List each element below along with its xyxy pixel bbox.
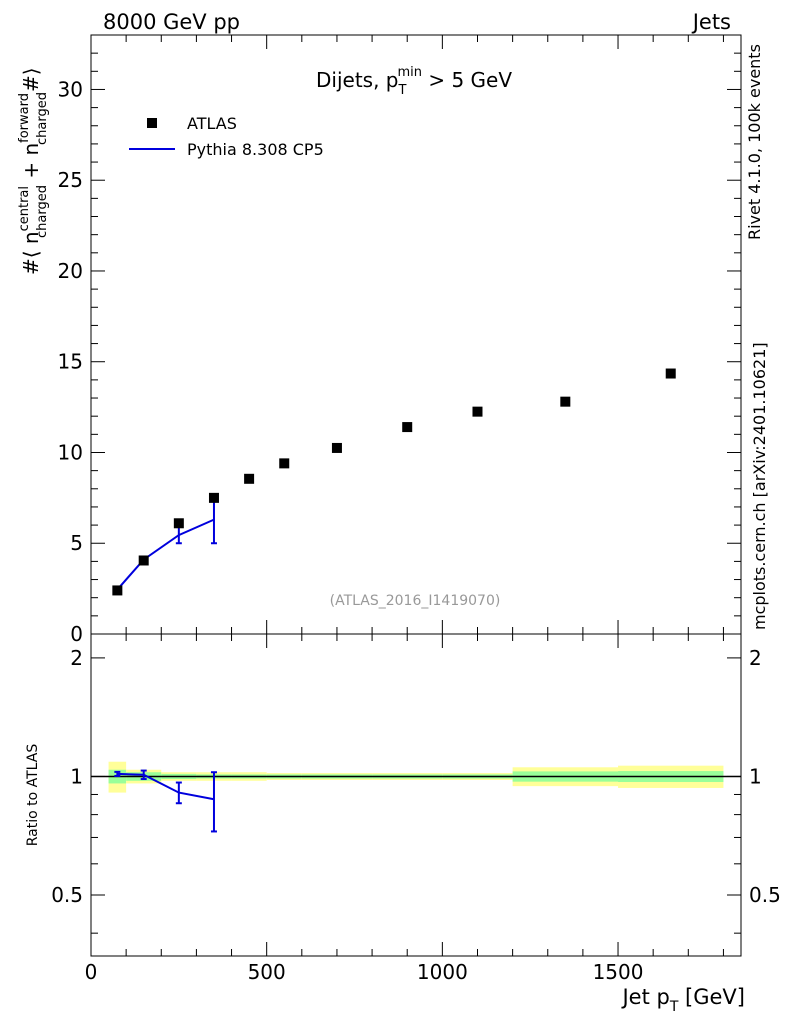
main-ytick-label: 10 <box>58 440 83 464</box>
header-right: Jets <box>691 10 731 34</box>
main-title: Dijets, pTmin > 5 GeV <box>316 65 512 98</box>
main-ytick-label: 30 <box>58 77 83 101</box>
data-point <box>112 585 123 596</box>
ratio-ytick-label: 0.5 <box>51 883 83 907</box>
data-point <box>402 422 413 433</box>
legend-label-atlas: ATLAS <box>187 114 237 133</box>
ratio-ytick-label: 1 <box>70 764 83 788</box>
data-point <box>173 518 184 529</box>
main-ytick-label: 5 <box>70 531 83 555</box>
ratio-xtick-label: 1500 <box>593 960 644 984</box>
ratio-ytick-label-right: 1 <box>749 764 762 788</box>
mc-line <box>116 518 215 591</box>
header-left: 8000 GeV pp <box>103 10 240 34</box>
data-point <box>472 406 483 417</box>
legend-label-pythia: Pythia 8.308 CP5 <box>187 140 324 159</box>
data-point <box>244 473 255 484</box>
analysis-watermark: (ATLAS_2016_I1419070) <box>330 593 501 609</box>
main-panel: 0 5 10 15 20 25 30 Dijets, pTmin > 5 GeV #⟨ nc… <box>17 34 742 646</box>
data-point <box>331 442 342 453</box>
main-series <box>112 368 676 596</box>
ratio-frame <box>90 633 742 957</box>
main-frame <box>90 34 742 635</box>
main-ytick-label: 20 <box>58 259 83 283</box>
ratio-ytick-label-right: 0.5 <box>749 883 781 907</box>
ratio-mc-line <box>117 772 215 801</box>
main-ytick-label: 0 <box>70 622 83 646</box>
main-ylabel: #⟨ ncentral charged + nforward charged#⟩ <box>17 67 50 275</box>
mcplots-label: mcplots.cern.ch [arXiv:2401.10621] <box>750 342 769 630</box>
ratio-ticks: 0.5 0.5 1 1 2 2 0 500 1000 1500 <box>51 634 781 984</box>
ratio-xlabel: Jet pT [GeV] <box>620 985 745 1015</box>
ratio-xtick-label: 1000 <box>417 960 468 984</box>
main-ytick-label: 15 <box>58 350 83 374</box>
legend-marker-atlas <box>147 118 157 128</box>
ratio-panel: 0.5 0.5 1 1 2 2 0 500 1000 1500 Ratio to ATLAS Je… <box>25 633 781 1015</box>
main-ytick-label: 25 <box>58 168 83 192</box>
main-ticks: 0 5 10 15 20 25 30 <box>58 35 741 646</box>
ratio-xtick-label: 0 <box>85 960 98 984</box>
data-point <box>279 458 290 469</box>
data-point <box>560 396 571 407</box>
ratio-xtick-label: 500 <box>248 960 286 984</box>
ratio-ylabel: Ratio to ATLAS <box>25 744 41 847</box>
ratio-ytick-label-right: 2 <box>749 646 762 670</box>
ratio-bands <box>91 761 741 793</box>
data-point <box>208 492 219 503</box>
data-point <box>138 555 149 566</box>
data-point <box>665 368 676 379</box>
ratio-series <box>114 769 217 833</box>
rivet-label: Rivet 4.1.0, 100k events <box>745 44 764 240</box>
ratio-ytick-label: 2 <box>70 646 83 670</box>
legend: ATLAS Pythia 8.308 CP5 <box>129 114 324 159</box>
